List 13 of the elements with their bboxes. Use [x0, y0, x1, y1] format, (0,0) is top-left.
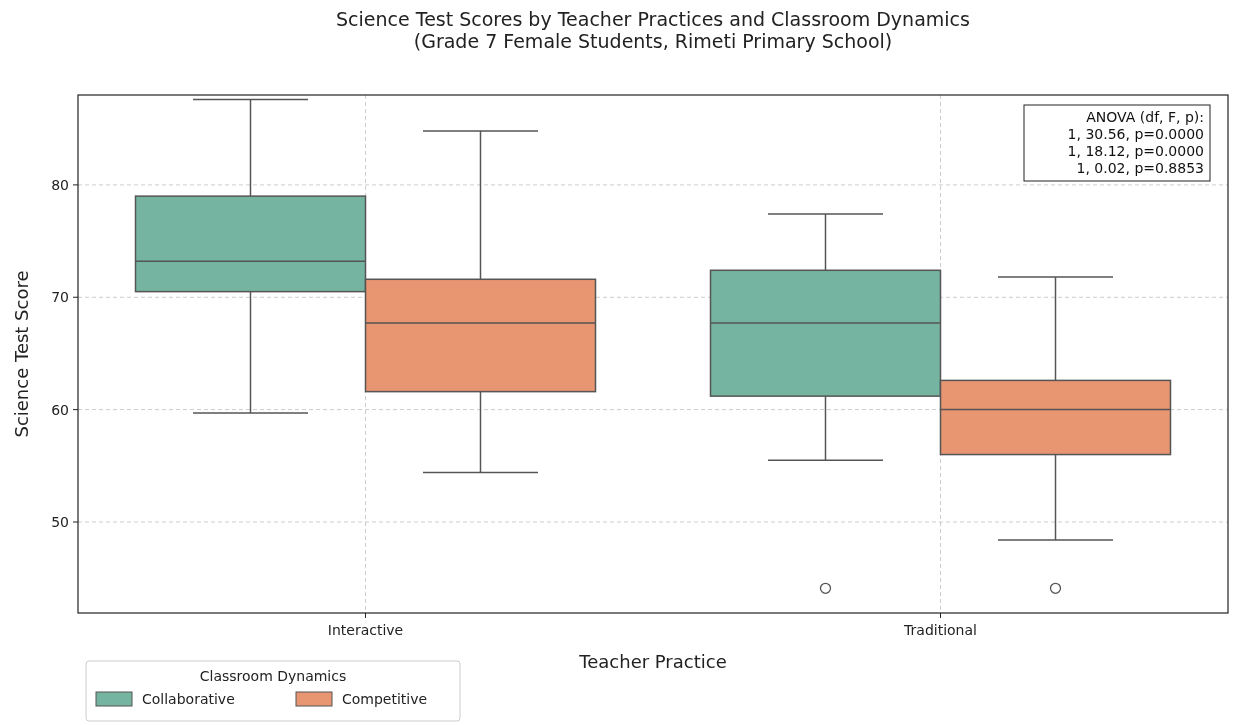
annotation: ANOVA (df, F, p): 1, 30.56, p=0.0000 1, 18.12, p=0.0000 1, 0.02, p=0.8853: [1067, 109, 1204, 176]
y-tick-label: 80: [51, 176, 69, 193]
chart-title: Science Test Scores by Teacher Practices and Classroom Dynamics (Grade 7 Female Students, Rimeti Primary School): [336, 8, 970, 52]
legend-label: Collaborative: [142, 691, 235, 707]
x-axis-title: Teacher Practice: [578, 651, 727, 672]
y-axis-title: Science Test Score: [11, 270, 32, 438]
y-tick-label: 60: [51, 401, 69, 418]
x-tick-label: Interactive: [327, 622, 404, 638]
y-tick-label: 50: [51, 513, 69, 530]
legend-title: Classroom Dynamics: [199, 668, 347, 684]
y-tick-label: 70: [51, 289, 69, 306]
legend-label: Competitive: [342, 691, 428, 707]
x-tick-label: Traditional: [903, 622, 977, 638]
